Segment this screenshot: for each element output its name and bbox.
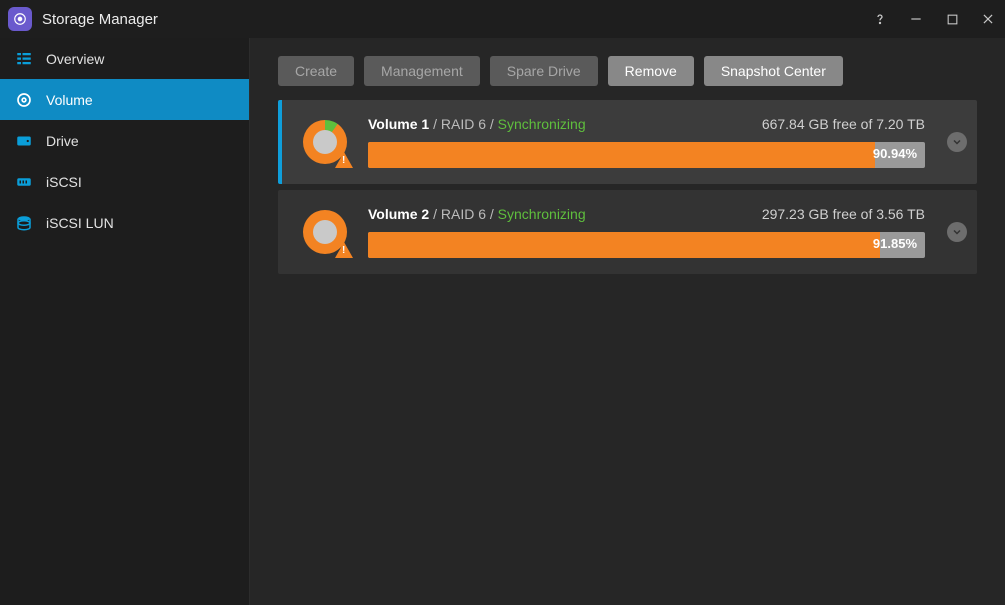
volume-title-line: Volume 2 / RAID 6 / Synchronizing <box>368 206 586 222</box>
sidebar-item-volume[interactable]: Volume <box>0 79 249 120</box>
snapshot-center-button[interactable]: Snapshot Center <box>704 56 843 86</box>
toolbar: Create Management Spare Drive Remove Sna… <box>278 56 977 86</box>
help-icon[interactable] <box>871 10 889 28</box>
volume-raid: RAID 6 <box>441 116 486 132</box>
volume-progress: 90.94% <box>368 142 925 168</box>
volume-title-line: Volume 1 / RAID 6 / Synchronizing <box>368 116 586 132</box>
volume-raid: RAID 6 <box>441 206 486 222</box>
warning-icon <box>335 242 353 258</box>
volume-disk-icon <box>303 210 347 254</box>
minimize-icon[interactable] <box>907 10 925 28</box>
sidebar-item-iscsi[interactable]: iSCSI <box>0 161 249 202</box>
iscsi-icon <box>14 172 34 192</box>
iscsi-lun-icon <box>14 213 34 233</box>
volume-name: Volume 2 <box>368 206 429 222</box>
volume-icon <box>14 90 34 110</box>
volume-status: Synchronizing <box>498 206 586 222</box>
sidebar-item-label: Drive <box>46 133 79 149</box>
volume-free-text: 667.84 GB free of 7.20 TB <box>762 116 925 132</box>
sidebar-item-drive[interactable]: Drive <box>0 120 249 161</box>
remove-button[interactable]: Remove <box>608 56 694 86</box>
warning-icon <box>335 152 353 168</box>
app-icon <box>8 7 32 31</box>
maximize-icon[interactable] <box>943 10 961 28</box>
volume-progress-fill <box>368 142 875 168</box>
volume-progress-label: 90.94% <box>873 146 917 161</box>
expand-chevron-icon[interactable] <box>947 132 967 152</box>
sidebar-item-label: iSCSI <box>46 174 82 190</box>
sidebar-item-label: Overview <box>46 51 104 67</box>
close-icon[interactable] <box>979 10 997 28</box>
volume-card[interactable]: Volume 2 / RAID 6 / Synchronizing 297.23… <box>278 190 977 274</box>
drive-icon <box>14 131 34 151</box>
sidebar-item-label: Volume <box>46 92 93 108</box>
overview-icon <box>14 49 34 69</box>
volume-progress-label: 91.85% <box>873 236 917 251</box>
volume-progress-fill <box>368 232 880 258</box>
sidebar: Overview Volume Drive iSCSI iSCSI LUN <box>0 38 250 605</box>
spare-drive-button[interactable]: Spare Drive <box>490 56 598 86</box>
sidebar-item-overview[interactable]: Overview <box>0 38 249 79</box>
sidebar-item-label: iSCSI LUN <box>46 215 114 231</box>
sidebar-item-iscsi-lun[interactable]: iSCSI LUN <box>0 202 249 243</box>
volume-status: Synchronizing <box>498 116 586 132</box>
window-title: Storage Manager <box>42 11 158 28</box>
content-area: Create Management Spare Drive Remove Sna… <box>250 38 1005 605</box>
create-button[interactable]: Create <box>278 56 354 86</box>
volume-free-text: 297.23 GB free of 3.56 TB <box>762 206 925 222</box>
volume-name: Volume 1 <box>368 116 429 132</box>
volume-progress: 91.85% <box>368 232 925 258</box>
volume-disk-icon <box>303 120 347 164</box>
expand-chevron-icon[interactable] <box>947 222 967 242</box>
management-button[interactable]: Management <box>364 56 480 86</box>
titlebar: Storage Manager <box>0 0 1005 38</box>
volume-card[interactable]: Volume 1 / RAID 6 / Synchronizing 667.84… <box>278 100 977 184</box>
